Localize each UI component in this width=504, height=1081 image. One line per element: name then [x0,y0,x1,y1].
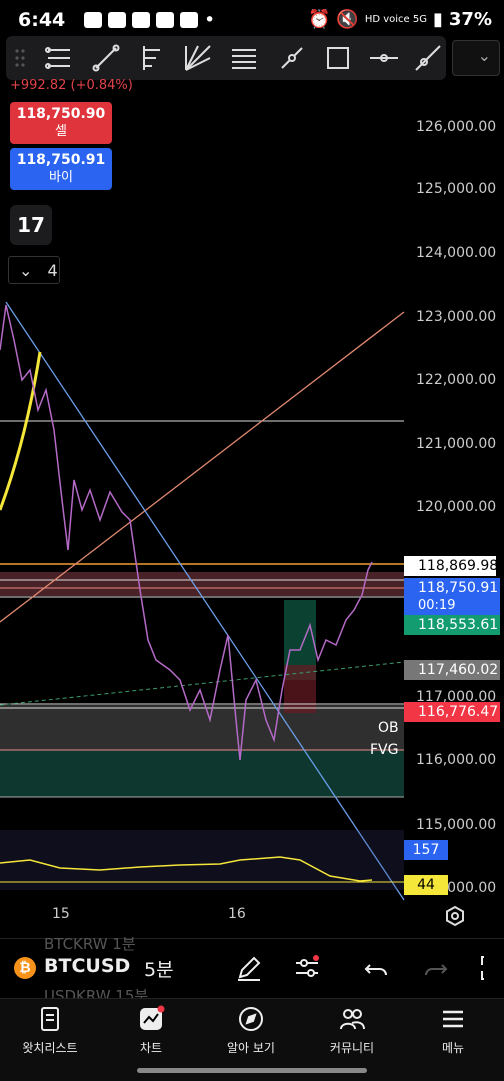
price-axis-label: 124,000.00 [416,245,497,261]
time-axis-label: 15 [52,906,70,922]
indicator-count: 4 [47,261,58,280]
nav-community[interactable]: 커뮤니티 [312,1005,392,1056]
notification-icon [132,12,150,28]
bottom-navigation: 왓치리스트 차트 알아 보기 커뮤니티 메뉴 [0,998,504,1081]
fib-tool-icon[interactable] [42,42,74,74]
toolbar-dropdown[interactable]: ⌄ [452,40,500,76]
chart-icon [140,1005,165,1030]
status-bar: 6:44 • ⏰ 🔇 HD voice 5G ▮ 37% [0,0,504,40]
rectangle-tool-icon[interactable] [322,42,354,74]
green-price-tag: 118,553.61 [404,615,500,635]
last-price-tag: 118,750.91 00:19 [404,578,500,616]
sell-label: 셀 [55,124,67,139]
price-axis-label: 115,000.00 [416,817,497,833]
nav-label: 커뮤니티 [329,1041,375,1055]
undo-icon[interactable] [362,953,392,983]
red-price-tag: 116,776.47 [404,702,500,722]
price-axis-label: 120,000.00 [416,499,497,515]
notification-icon [156,12,174,28]
buy-price: 118,750.91 [16,152,106,168]
settings-icon[interactable] [444,905,466,927]
sell-price: 118,750.90 [16,106,106,122]
menu-icon [443,1010,463,1028]
volume-tag: 157 [404,840,448,860]
ray-tool-icon[interactable] [412,42,444,74]
nav-menu[interactable]: 메뉴 [413,1005,493,1056]
price-axis-label: 116,000.00 [416,752,497,768]
bitcoin-icon: ₿ [14,957,36,979]
time-axis-label: 16 [228,906,246,922]
drawing-toolbar [6,36,446,80]
indicator-settings-icon[interactable] [292,953,322,983]
mute-icon: 🔇 [336,9,359,30]
status-app-icons: • [84,9,215,31]
buy-label: 바이 [49,170,73,185]
buy-button[interactable]: 118,750.91 바이 [10,148,112,190]
compass-icon [239,1007,263,1031]
nav-label: 차트 [139,1041,163,1055]
tradingview-logo[interactable]: 17 [10,205,52,245]
horizontal-ray-icon[interactable] [368,42,400,74]
status-right: ⏰ 🔇 HD voice 5G ▮ 37% [308,9,492,30]
price-axis-label: 122,000.00 [416,372,497,388]
notification-icon [108,12,126,28]
symbol-bar: BTCKRW 1분 ₿ BTCUSD 5분 USDKRW 15분 [0,935,504,1005]
price-axis-label: 123,000.00 [416,309,497,325]
status-time: 6:44 [18,9,66,31]
symbol-name[interactable]: BTCUSD [44,955,131,977]
price-chart[interactable] [0,80,504,930]
nav-explore[interactable]: 알아 보기 [211,1005,291,1056]
redo-icon[interactable] [420,953,450,983]
high-price-tag: 118,869.98 [404,556,498,576]
volume-ma-tag: 44 [404,875,448,895]
nav-label: 알아 보기 [227,1041,275,1055]
notification-icon [180,12,198,28]
alarm-icon: ⏰ [308,9,331,30]
notification-icon [84,12,102,28]
sell-button[interactable]: 118,750.90 셀 [10,102,112,144]
gann-fan-icon[interactable] [182,42,214,74]
chevron-down-icon: ⌄ [477,46,491,65]
nav-watchlist[interactable]: 왓치리스트 [10,1005,90,1056]
battery-level: 37% [448,9,492,30]
trend-line-icon[interactable] [90,42,122,74]
price-axis-label: 121,000.00 [416,436,497,452]
price-axis-label: 125,000.00 [416,181,497,197]
last-price-value: 118,750.91 [418,580,499,596]
nav-label: 메뉴 [441,1041,465,1055]
nav-label: 왓치리스트 [22,1041,78,1055]
pitchfork-icon[interactable] [136,42,168,74]
watchlist-icon [41,1007,59,1031]
symbol-ghost-top: BTCKRW 1분 [44,935,136,953]
fvg-zone-label: FVG [370,742,399,758]
network-label: HD voice 5G [364,14,427,25]
drag-handle-icon[interactable] [14,48,26,68]
menu-lines-icon[interactable] [228,42,260,74]
pen-icon[interactable] [234,953,264,983]
fullscreen-icon[interactable] [478,953,504,983]
path-tool-icon[interactable] [276,42,308,74]
price-axis-label: 126,000.00 [416,119,497,135]
price-change: +992.82 (+0.84%) [10,78,133,93]
signal-icon: ▮ [433,9,443,30]
community-icon [340,1009,365,1030]
interval-selector[interactable]: 5분 [144,959,174,981]
home-indicator [137,1068,367,1073]
indicator-collapse-button[interactable]: ⌄ 4 [8,256,60,284]
gray-price-tag: 117,460.02 [404,660,500,680]
chevron-down-icon: ⌄ [19,261,33,280]
nav-chart[interactable]: 차트 [111,1005,191,1056]
ob-zone-label: OB [378,720,399,736]
price-axis-label: 117,000.00 [416,689,497,705]
countdown-timer: 00:19 [418,598,456,613]
